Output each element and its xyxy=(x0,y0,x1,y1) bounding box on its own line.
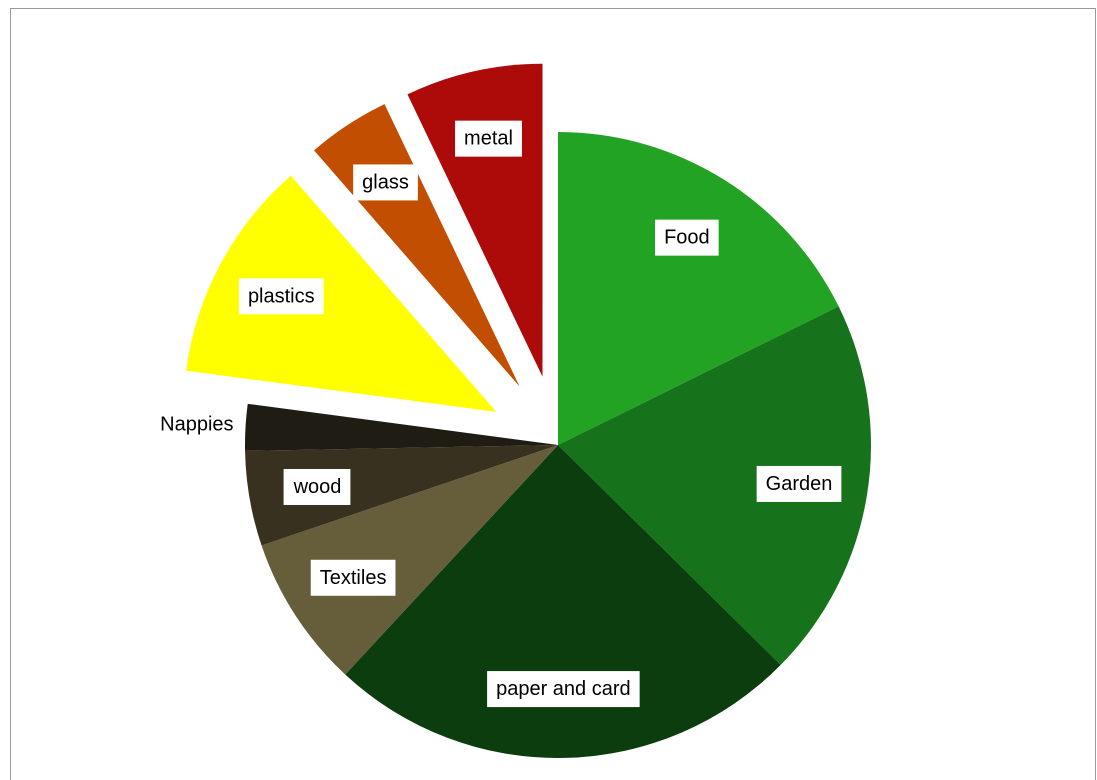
slice-label-box xyxy=(283,468,351,505)
slice-label-box xyxy=(238,278,324,315)
slice-label-text: Food xyxy=(664,227,710,249)
slice-label-text: glass xyxy=(362,171,409,193)
slice-label-box xyxy=(310,559,396,596)
slice-label-text: metal xyxy=(464,128,513,150)
slice-label-text: Garden xyxy=(766,473,833,495)
pie-slice-garden xyxy=(558,306,871,665)
pie-slice-food xyxy=(558,132,839,445)
chart-frame xyxy=(10,8,1096,780)
slice-label-text: paper and card xyxy=(496,678,631,700)
slice-label-garden: Garden xyxy=(756,465,842,502)
slice-label-text: Textiles xyxy=(320,567,387,589)
pie-slice-plastics xyxy=(186,175,497,412)
slice-label-plastics: plastics xyxy=(238,278,324,315)
slice-label-box xyxy=(655,219,719,256)
pie-slice-nappies xyxy=(245,403,558,451)
slice-label-text: plastics xyxy=(248,285,315,307)
slice-label-wood: wood xyxy=(283,468,351,505)
slice-label-box xyxy=(756,465,842,502)
slice-label-box xyxy=(487,671,640,708)
slice-label-textiles: Textiles xyxy=(310,559,396,596)
slice-label-nappies: Nappies xyxy=(160,414,233,436)
slice-label-glass: glass xyxy=(353,164,418,201)
pie-slice-textiles xyxy=(261,445,558,675)
slice-label-food: Food xyxy=(655,219,719,256)
slice-label-text: Nappies xyxy=(160,414,233,436)
slice-label-paper-and-card: paper and card xyxy=(487,671,640,708)
slice-label-box xyxy=(353,164,418,201)
slice-label-box xyxy=(455,120,522,157)
pie-slice-paper-and-card xyxy=(345,445,781,758)
slice-label-text: wood xyxy=(293,476,342,498)
slice-label-metal: metal xyxy=(455,120,522,157)
